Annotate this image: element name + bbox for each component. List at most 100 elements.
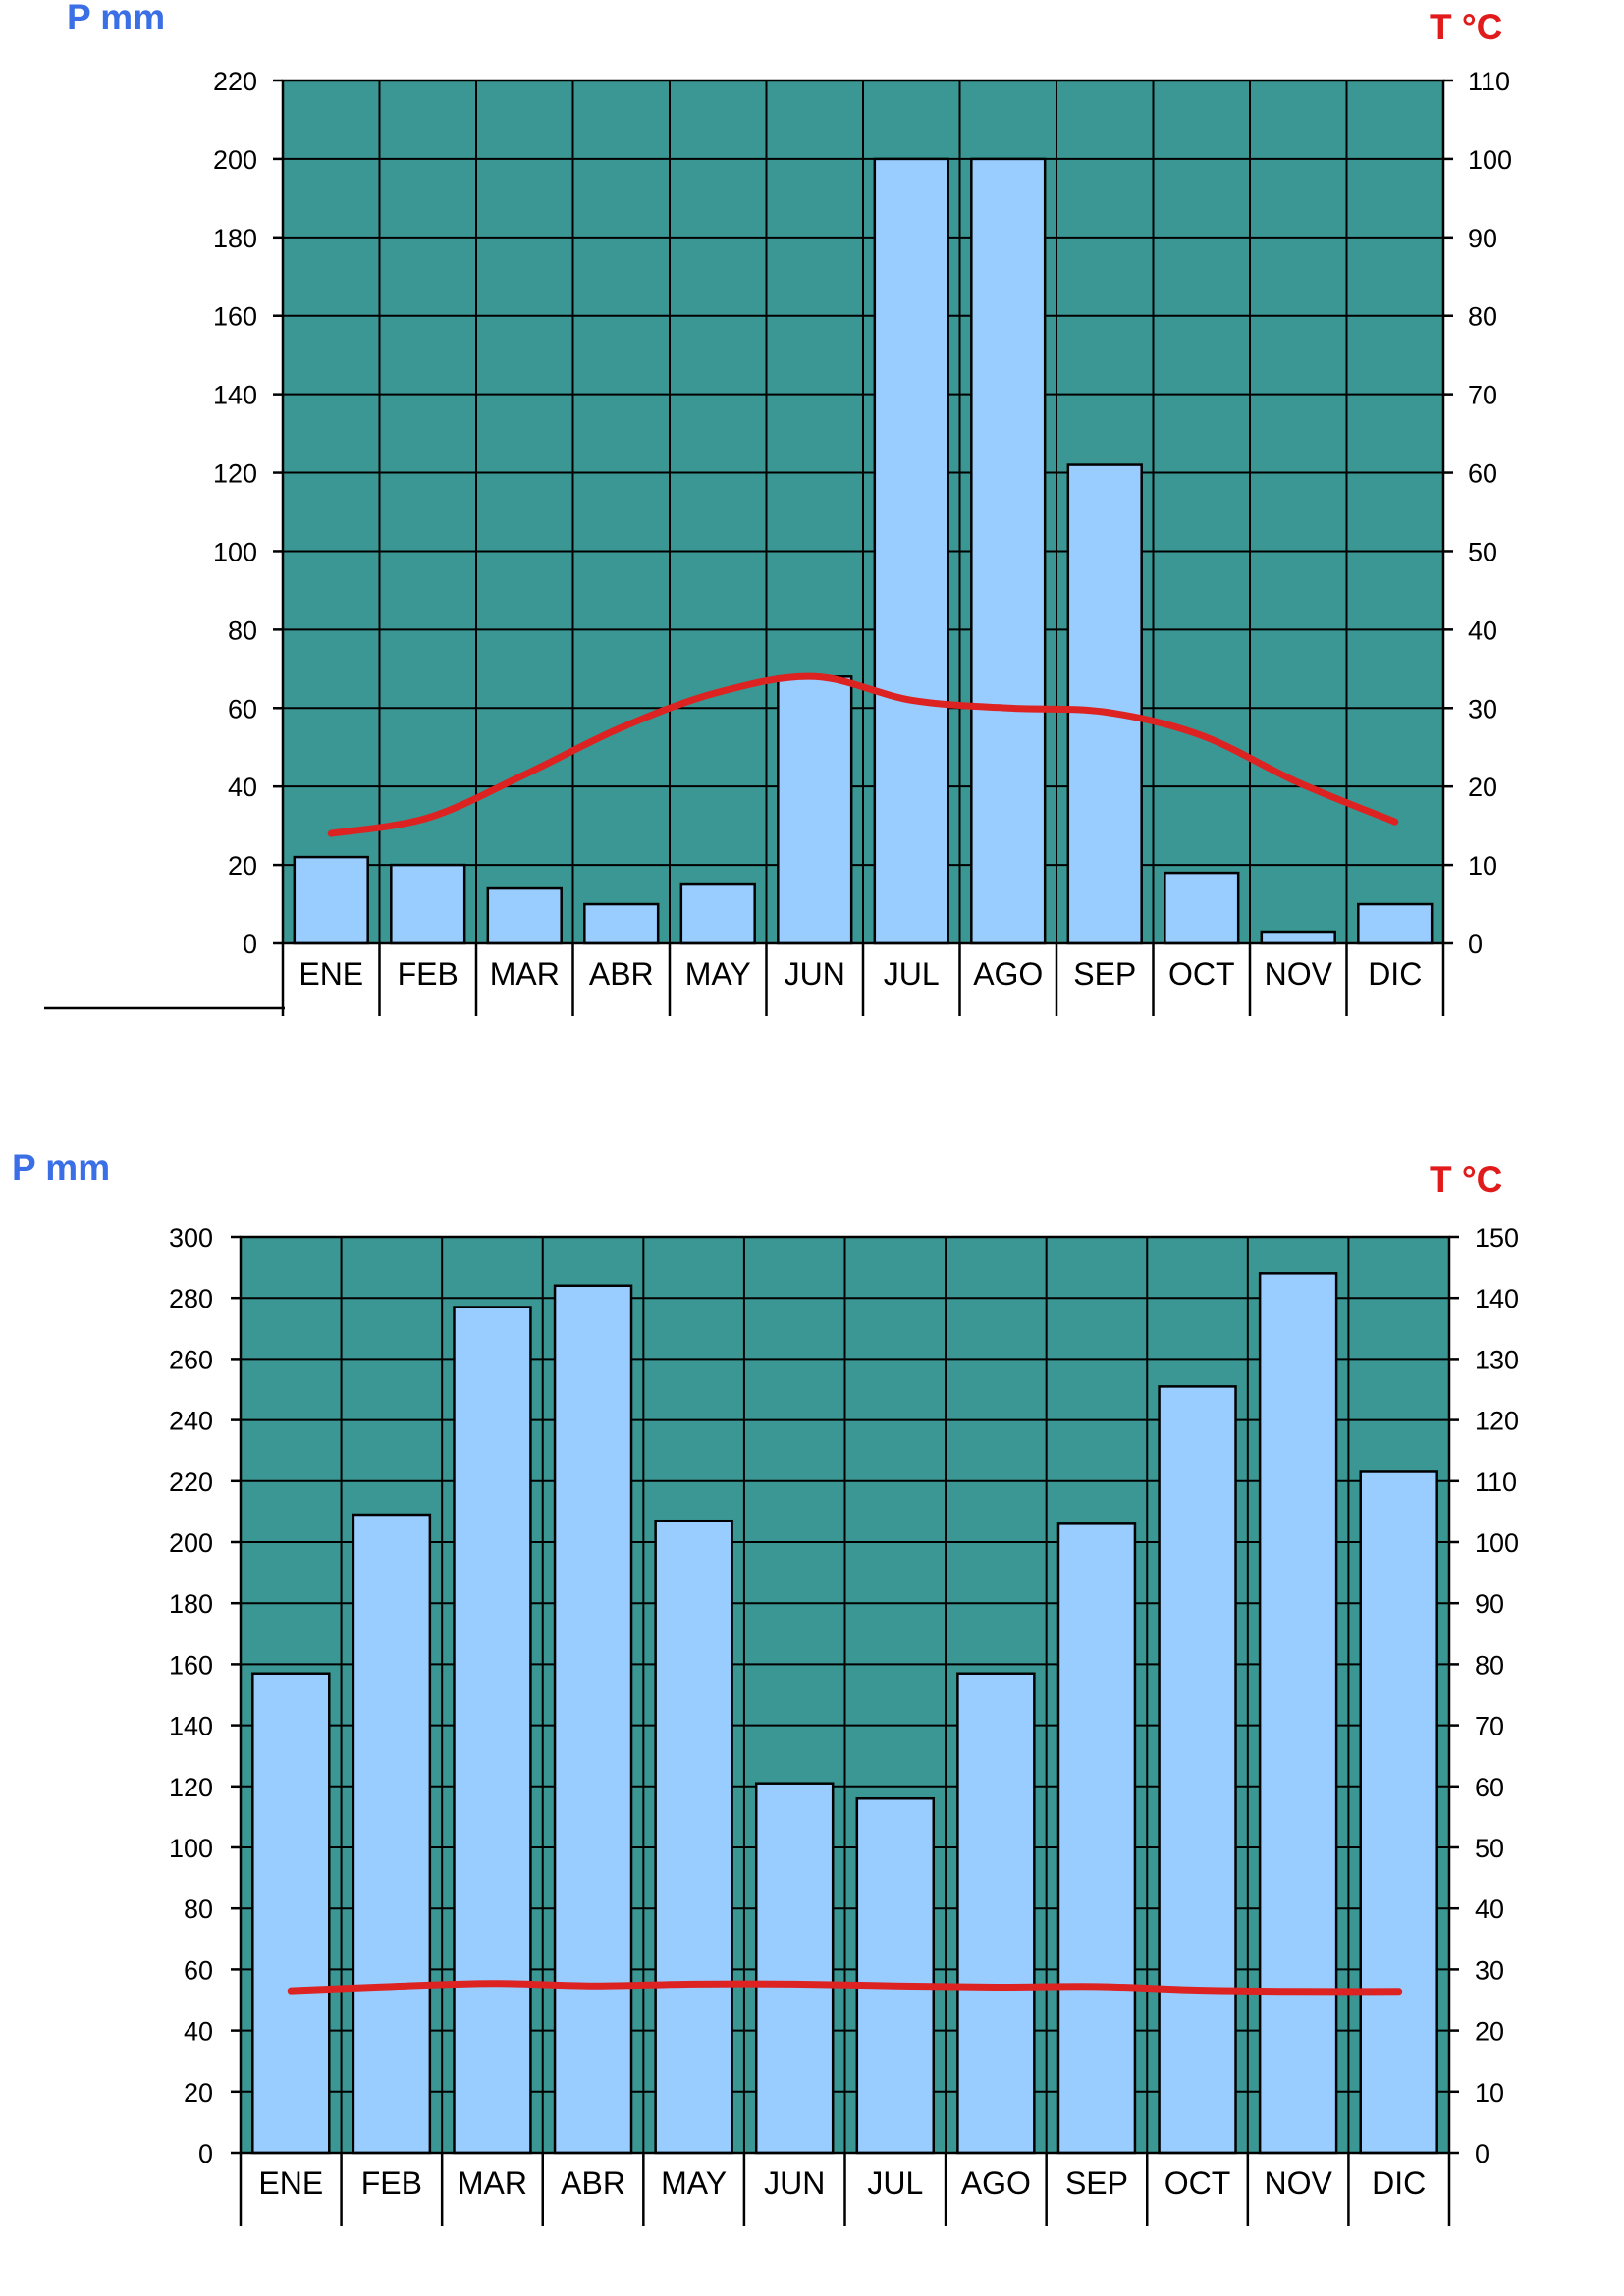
precip-bar <box>1056 1522 1137 2155</box>
category-label: DIC <box>1372 2165 1426 2201</box>
right-tick-label: 60 <box>1475 1773 1504 1802</box>
precip-bar <box>754 1782 835 2155</box>
right-tick-label: 100 <box>1475 1528 1519 1558</box>
category-label: MAR <box>490 956 560 991</box>
precip-bar <box>293 855 369 945</box>
temperature-line <box>287 1980 1403 1996</box>
temperature-line <box>327 672 1399 837</box>
precip-unit-label: P mm <box>12 1148 110 1188</box>
category-label: JUN <box>764 2165 825 2201</box>
right-tick-label: 20 <box>1475 2017 1504 2047</box>
left-tick-label: 160 <box>213 302 257 332</box>
precip-bar <box>1164 871 1240 945</box>
temp-unit-label: T °C <box>1430 1159 1502 1200</box>
category-label: FEB <box>361 2165 422 2201</box>
left-tick-label: 100 <box>213 537 257 566</box>
right-tick-label: 140 <box>1475 1284 1519 1313</box>
left-tick-label: 80 <box>228 615 257 645</box>
right-tick-label: 40 <box>1475 1895 1504 1924</box>
precip-bar <box>873 157 949 945</box>
left-tick-label: 180 <box>169 1589 213 1619</box>
precip-bar <box>553 1284 633 2155</box>
right-tick-label: 130 <box>1475 1345 1519 1374</box>
category-label: ENE <box>258 2165 323 2201</box>
category-label: ENE <box>298 956 363 991</box>
left-tick-label: 160 <box>169 1650 213 1680</box>
right-tick-label: 60 <box>1468 459 1497 489</box>
left-tick-label: 40 <box>228 773 257 802</box>
climate-chart-1: P mm T °C 020406080100120140160180200220… <box>44 0 1512 1016</box>
plot-layer: 0204060801001201401601802002202402602803… <box>169 1223 1519 2226</box>
left-tick-label: 220 <box>213 67 257 96</box>
right-tick-label: 30 <box>1468 694 1497 723</box>
category-label: JUN <box>785 956 845 991</box>
climate-chart-2: P mm T °C 020406080100120140160180200220… <box>12 1148 1519 2226</box>
category-label: JUL <box>867 2165 923 2201</box>
precip-bar <box>390 863 466 945</box>
category-label: SEP <box>1073 956 1136 991</box>
right-tick-label: 70 <box>1475 1712 1504 1741</box>
plot-layer: 0 20 40 60 80 100 120 140 160 180 200 220 0 10 20 30 40 5… <box>44 67 1512 1016</box>
right-tick-label: 10 <box>1468 851 1497 881</box>
category-label: DIC <box>1368 956 1422 991</box>
right-tick-label: 150 <box>1475 1223 1519 1253</box>
right-tick-label: 20 <box>1468 773 1497 802</box>
left-tick-label: 300 <box>169 1223 213 1253</box>
category-label: OCT <box>1164 2165 1231 2201</box>
left-tick-label: 20 <box>184 2078 213 2108</box>
category-label: MAY <box>661 2165 727 2201</box>
left-tick-label: 60 <box>228 694 257 723</box>
right-tick-label: 10 <box>1475 2078 1504 2108</box>
right-tick-label: 110 <box>1468 67 1510 96</box>
precip-bar <box>679 882 756 945</box>
left-tick-label: 240 <box>169 1407 213 1436</box>
right-tick-label: 70 <box>1468 381 1497 410</box>
right-tick-label: 0 <box>1468 930 1483 959</box>
category-label: ABR <box>561 2165 625 2201</box>
left-tick-label: 120 <box>169 1773 213 1802</box>
right-tick-label: 90 <box>1475 1589 1504 1619</box>
left-tick-label: 100 <box>169 1834 213 1863</box>
right-tick-label: 30 <box>1475 1955 1504 1985</box>
category-label: FEB <box>398 956 459 991</box>
right-tick-label: 50 <box>1468 537 1497 566</box>
category-label: ABR <box>589 956 654 991</box>
left-tick-label: 80 <box>184 1895 213 1924</box>
category-label: SEP <box>1065 2165 1128 2201</box>
category-label: JUL <box>884 956 940 991</box>
left-tick-label: 260 <box>169 1345 213 1374</box>
left-tick-label: 200 <box>213 145 257 175</box>
category-label: NOV <box>1265 956 1333 991</box>
category-label: NOV <box>1264 2165 1332 2201</box>
precip-bar <box>1260 930 1336 945</box>
right-tick-label: 0 <box>1475 2139 1489 2168</box>
category-label: AGO <box>973 956 1043 991</box>
category-label: OCT <box>1168 956 1235 991</box>
left-tick-label: 200 <box>169 1528 213 1558</box>
precip-bar <box>453 1306 532 2155</box>
right-tick-label: 50 <box>1475 1834 1504 1863</box>
precip-bar <box>777 675 853 945</box>
precip-bar <box>956 1672 1036 2155</box>
temp-unit-label: T °C <box>1430 7 1502 47</box>
right-tick-label: 100 <box>1468 145 1512 175</box>
precip-bar <box>583 902 660 945</box>
left-tick-label: 220 <box>169 1468 213 1497</box>
category-label: MAR <box>458 2165 527 2201</box>
precip-bar <box>352 1513 432 2155</box>
precip-unit-label: P mm <box>67 0 165 37</box>
precip-bar <box>1258 1272 1338 2155</box>
precip-bar <box>855 1796 936 2155</box>
left-tick-label: 0 <box>198 2139 213 2168</box>
category-label: MAY <box>685 956 751 991</box>
right-tick-label: 90 <box>1468 224 1497 253</box>
left-tick-label: 0 <box>243 930 257 959</box>
right-tick-label: 110 <box>1475 1468 1517 1497</box>
precip-bar <box>1158 1385 1237 2155</box>
left-tick-label: 20 <box>228 851 257 881</box>
category-label: AGO <box>961 2165 1031 2201</box>
precip-bar <box>1066 463 1143 945</box>
left-tick-label: 280 <box>169 1284 213 1313</box>
left-tick-label: 120 <box>213 459 257 489</box>
precip-bar <box>486 886 563 945</box>
